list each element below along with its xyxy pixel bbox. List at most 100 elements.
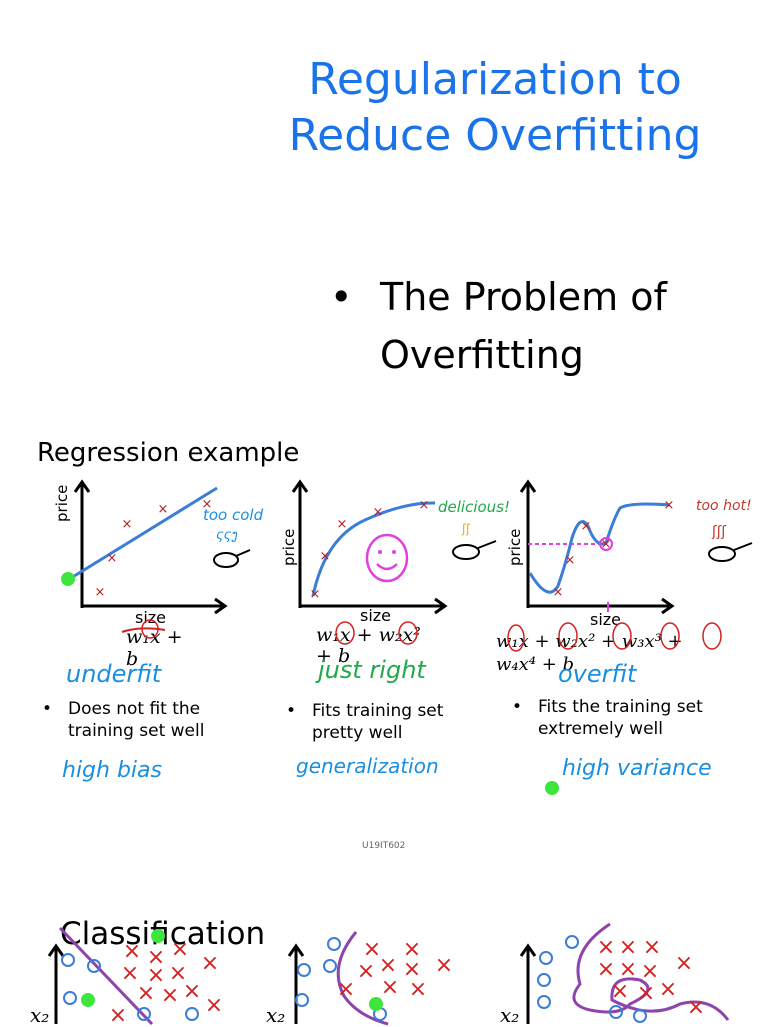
red-circle-marks bbox=[335, 621, 418, 645]
underfit-label: underfit bbox=[66, 660, 162, 688]
page-title: Regularization to Reduce Overfitting bbox=[0, 52, 768, 164]
high-variance-note: high variance bbox=[562, 756, 712, 781]
data-point: × bbox=[419, 498, 430, 513]
green-dot bbox=[61, 572, 75, 586]
desc-1-line-1: Does not fit the bbox=[68, 699, 201, 719]
pan-icon bbox=[213, 549, 251, 568]
generalization-note: generalization bbox=[296, 754, 439, 778]
data-point: × bbox=[95, 585, 106, 600]
class-x-point: × bbox=[409, 977, 427, 1002]
class-o-point bbox=[537, 973, 551, 987]
axis-label-2: x₂ bbox=[266, 1003, 286, 1027]
title-line-1: Regularization to bbox=[308, 54, 682, 105]
class-o-point bbox=[539, 951, 553, 965]
quadratic-fit-curve bbox=[311, 501, 436, 597]
class-o-point bbox=[61, 953, 75, 967]
data-point: × bbox=[107, 551, 118, 566]
xlabel-3: size bbox=[590, 610, 622, 629]
class-o-point bbox=[323, 959, 337, 973]
class-x-point: × bbox=[147, 963, 165, 988]
overfit-curve bbox=[528, 502, 671, 594]
regression-heading: Regression example bbox=[37, 438, 300, 468]
class-o-point bbox=[297, 963, 311, 977]
just-right-graph: × × × × × bbox=[291, 479, 448, 615]
class-x-point: × bbox=[147, 945, 165, 970]
slide-footer: U19IT602 bbox=[362, 841, 406, 851]
smiley-icon bbox=[365, 533, 409, 583]
desc-2-line-1: Fits training set bbox=[312, 701, 444, 721]
main-bullet-line-2: Overfitting bbox=[380, 333, 584, 377]
class-x-point: × bbox=[109, 1003, 127, 1027]
wiggly-boundary bbox=[572, 922, 730, 1021]
class-x-point: × bbox=[161, 983, 179, 1008]
class-x-point: × bbox=[169, 961, 187, 986]
too-hot-steam: ʃʃʃ bbox=[712, 524, 727, 540]
data-point: × bbox=[373, 505, 384, 520]
desc-3-line-1: Fits the training set bbox=[538, 697, 703, 717]
data-point: × bbox=[122, 517, 133, 532]
data-point: × bbox=[601, 537, 612, 552]
data-point: × bbox=[565, 553, 576, 568]
delicious-note: delicious! bbox=[438, 498, 511, 516]
equation-3-line-2: w₄x⁴ + b bbox=[496, 654, 575, 675]
class-o-point bbox=[633, 1009, 647, 1023]
class-x-point: × bbox=[637, 981, 655, 1006]
main-bullet-line-1: The Problem of bbox=[380, 275, 667, 319]
class-x-point: × bbox=[611, 979, 629, 1004]
data-point: × bbox=[158, 502, 169, 517]
title-line-2: Reduce Overfitting bbox=[288, 110, 702, 161]
class-x-point: × bbox=[619, 957, 637, 982]
red-circle-marks bbox=[507, 622, 722, 652]
xlabel-2: size bbox=[360, 606, 392, 625]
just-right-label: just right bbox=[318, 656, 426, 684]
class-x-point: × bbox=[201, 951, 219, 976]
class-x-point: × bbox=[659, 977, 677, 1002]
class-x-point: × bbox=[435, 953, 453, 978]
class-x-point: × bbox=[643, 935, 661, 960]
main-bullet: • The Problem of Overfitting bbox=[330, 268, 750, 388]
class-o-point bbox=[87, 959, 101, 973]
class-x-point: × bbox=[381, 975, 399, 1000]
class-x-point: × bbox=[687, 995, 705, 1020]
class-x-point: × bbox=[123, 939, 141, 964]
green-dot bbox=[81, 993, 95, 1007]
desc-3-line-2: extremely well bbox=[538, 719, 663, 739]
desc-2-bullet: • bbox=[286, 701, 297, 721]
class-x-point: × bbox=[171, 937, 189, 962]
linear-fit-line bbox=[70, 486, 218, 580]
data-point: × bbox=[337, 517, 348, 532]
class-x-point: × bbox=[363, 937, 381, 962]
class-x-point: × bbox=[337, 977, 355, 1002]
class-o-point bbox=[185, 1007, 199, 1021]
xlabel-1: size bbox=[135, 608, 167, 627]
data-point: × bbox=[664, 498, 675, 513]
too-hot-note: too hot! bbox=[696, 498, 752, 514]
ylabel-3: price bbox=[506, 528, 524, 566]
class-o-point bbox=[137, 1007, 151, 1021]
desc-1: • Does not fit the training set well bbox=[42, 698, 262, 746]
ylabel-2: price bbox=[280, 528, 298, 566]
pan-icon bbox=[708, 542, 753, 562]
data-point: × bbox=[320, 549, 331, 564]
data-point: × bbox=[310, 587, 321, 602]
class-x-point: × bbox=[357, 959, 375, 984]
class-x-point: × bbox=[403, 937, 421, 962]
bullet-symbol: • bbox=[330, 275, 353, 319]
class-x-point: × bbox=[183, 979, 201, 1004]
pan-icon bbox=[452, 540, 497, 560]
desc-2-line-2: pretty well bbox=[312, 723, 403, 743]
green-dot bbox=[151, 929, 165, 943]
overfit-graph: × × × × × bbox=[519, 479, 675, 615]
classification-graph-1: × × × × × × × × × × × × bbox=[47, 926, 223, 1027]
equation-3-line-1: w₁x + w₂x² + w₃x³ + bbox=[496, 631, 683, 652]
green-dot bbox=[369, 997, 383, 1011]
too-cold-steam: ςςງ bbox=[216, 528, 238, 543]
class-x-point: × bbox=[121, 961, 139, 986]
data-point: × bbox=[581, 519, 592, 534]
desc-3-bullet: • bbox=[512, 697, 523, 717]
ylabel-1: price bbox=[53, 484, 71, 522]
high-bias-note: high bias bbox=[62, 758, 162, 783]
red-strike-mark bbox=[121, 619, 166, 639]
class-o-point bbox=[295, 993, 309, 1007]
class-x-point: × bbox=[641, 959, 659, 984]
